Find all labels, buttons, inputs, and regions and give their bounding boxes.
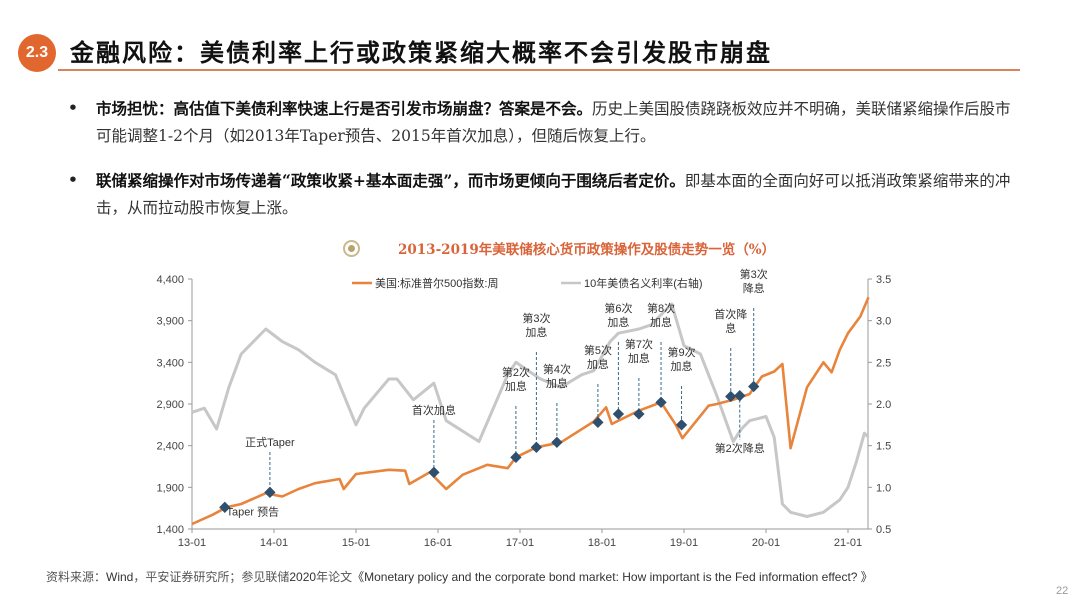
source-year: 2020	[289, 570, 317, 584]
event-marker-icon	[551, 436, 563, 448]
y-left-tick-label: 2,400	[156, 441, 184, 453]
chart-legend: 美国:标准普尔500指数:周 10年美债名义利率(右轴)	[352, 276, 703, 290]
event-marker-icon	[725, 390, 737, 403]
chart-header: 2013-2019年美联储核心货币政策操作及股债走势一览（%）	[343, 238, 775, 258]
bullet-text: 即基本面的全面向好可以抵消政策紧缩带来的冲击，从而拉动股市恢复上涨。	[96, 172, 1011, 217]
event-marker-icon	[748, 380, 760, 393]
annotation-label: 正式Taper	[245, 436, 295, 449]
annotation-label: 第2次降息	[715, 441, 765, 455]
x-tick-label: 18-01	[588, 537, 616, 549]
y-right-tick-label: 3.0	[876, 316, 891, 328]
x-tick-label: 21-01	[834, 537, 862, 549]
bullet-bold-text: 联储紧缩操作对市场传递着“政策收紧+基本面走强”，而市场更倾向于围绕后者定价。	[96, 171, 685, 190]
y-left-tick-label: 3,900	[156, 316, 184, 328]
annotation-label: 第5次	[584, 343, 612, 357]
event-marker-icon	[633, 408, 645, 420]
annotation-label: 息	[725, 321, 736, 335]
chart-title: 2013-2019年美联储核心货币政策操作及股债走势一览（%）	[398, 242, 776, 258]
source-note: 资料来源：Wind，平安证券研究所；参见联储2020年论文《Monetary p…	[46, 568, 873, 585]
y-left-tick-label: 4,400	[156, 274, 184, 286]
bullet-dot-icon: •	[68, 99, 78, 117]
x-tick-label: 19-01	[670, 537, 698, 549]
bond-yield-line	[191, 302, 870, 518]
annotation-label: 降息	[743, 281, 765, 295]
annotation-label: 首次降	[714, 307, 747, 321]
annotation-label: 第2次	[502, 365, 530, 379]
bullet-text: 历史上美国股债跷跷板效应并不明确，美联储紧缩操作后股市可能调整1-2个月（如20…	[96, 100, 1011, 145]
x-tick-label: 15-01	[342, 537, 370, 549]
y-left-tick-label: 1,900	[156, 482, 184, 494]
y-left-tick-label: 1,400	[156, 524, 184, 536]
y-left-tick-label: 2,900	[156, 399, 184, 411]
section-badge: 2.3	[18, 34, 56, 72]
source-paper-label: 年论文	[316, 570, 353, 584]
chart-axes: 1,400 1,900 2,400 2,900 3,400 3,900 4,400 0.5 1.…	[156, 274, 891, 549]
event-marker-icon	[428, 466, 440, 478]
title-divider	[58, 69, 1020, 71]
annotation-label: 加息	[607, 315, 629, 329]
page-number: 22	[1056, 585, 1069, 597]
bullet-item: • 市场担忧：高估值下美债利率快速上行是否引发市场崩盘？答案是不会。历史上美国股…	[66, 95, 1016, 150]
annotation-label: Taper 预告	[227, 505, 280, 518]
annotation-label: 加息	[525, 325, 547, 339]
annotation-label: 加息	[628, 351, 650, 365]
event-marker-icon	[675, 419, 688, 431]
event-marker-icon	[592, 416, 604, 428]
bullet-bold-text: 市场担忧：高估值下美债利率快速上行是否引发市场崩盘？答案是不会。	[96, 99, 593, 118]
event-marker-icon	[530, 441, 543, 453]
y-right-tick-label: 3.5	[876, 274, 891, 286]
y-right-tick-label: 1.5	[876, 441, 891, 453]
x-tick-label: 16-01	[424, 537, 452, 549]
source-org: ，平安证券研究所；参见联储	[133, 570, 290, 584]
annotation-label: 第8次	[647, 301, 675, 315]
annotation-label: 第7次	[625, 337, 653, 351]
source-paper-title: 《Monetary policy and the corporate bond …	[352, 570, 873, 584]
bullet-item: • 联储紧缩操作对市场传递着“政策收紧+基本面走强”，而市场更倾向于围绕后者定价…	[66, 167, 1016, 222]
x-tick-label: 14-01	[260, 537, 288, 549]
y-right-tick-label: 0.5	[876, 524, 891, 536]
source-label: 资料来源：	[46, 570, 107, 584]
target-ring-icon	[343, 239, 360, 257]
y-left-tick-label: 3,400	[156, 357, 184, 369]
annotation-label: 加息	[650, 315, 672, 329]
source-wind: Wind	[106, 570, 134, 584]
x-tick-label: 20-01	[752, 537, 780, 549]
event-marker-icon	[264, 486, 276, 498]
legend-label-bond: 10年美债名义利率(右轴)	[584, 276, 703, 290]
annotation-label: 第9次	[667, 345, 695, 359]
bullet-dot-icon: •	[68, 171, 78, 189]
bullet-list: • 市场担忧：高估值下美债利率快速上行是否引发市场崩盘？答案是不会。历史上美国股…	[66, 95, 1016, 239]
y-right-tick-label: 2.0	[876, 399, 891, 411]
annotation-label: 首次加息	[412, 403, 456, 417]
annotation-label: 第3次	[740, 267, 768, 281]
annotation-label: 第3次	[522, 311, 550, 325]
annotation-label: 加息	[546, 376, 568, 390]
annotation-label: 第4次	[543, 362, 571, 376]
annotation-label: 加息	[587, 357, 609, 371]
event-marker-icon	[655, 396, 667, 408]
legend-label-sp500: 美国:标准普尔500指数:周	[375, 276, 498, 290]
annotation-label: 加息	[505, 379, 527, 393]
x-tick-label: 13-01	[178, 537, 206, 549]
annotation-label: 加息	[671, 359, 693, 373]
chart-annotations: Taper 预告正式Taper首次加息第2次加息第3次加息第4次加息第5次加息第…	[219, 267, 768, 518]
annotation-label: 第6次	[604, 301, 632, 315]
event-marker-icon	[219, 501, 231, 513]
y-right-tick-label: 1.0	[876, 482, 891, 494]
y-right-tick-label: 2.5	[876, 357, 891, 369]
event-marker-icon	[612, 408, 625, 420]
page-title: 金融风险：美债利率上行或政策紧缩大概率不会引发股市崩盘	[70, 38, 772, 67]
x-tick-label: 17-01	[506, 537, 534, 549]
event-marker-icon	[734, 390, 746, 402]
